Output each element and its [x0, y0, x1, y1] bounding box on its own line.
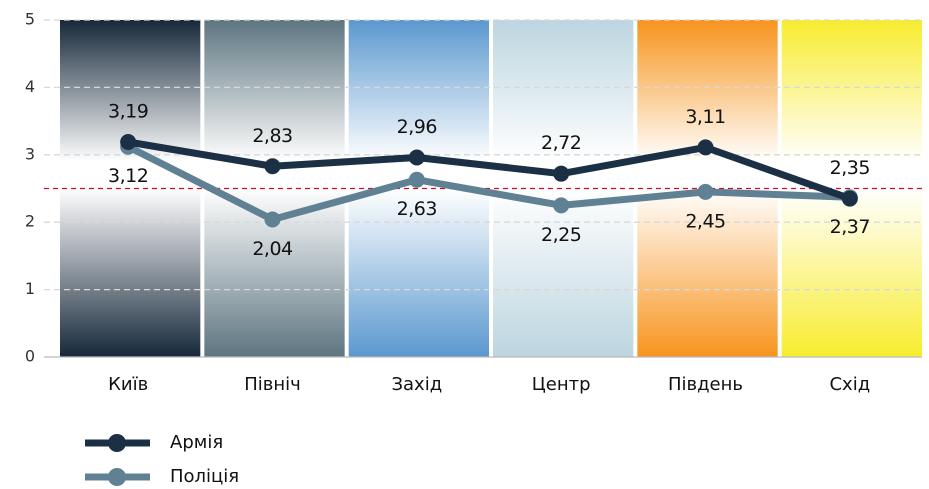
y-tick-label: 5	[25, 10, 35, 29]
data-label: 2,83	[252, 125, 292, 147]
x-tick-label: Київ	[108, 374, 148, 395]
data-label: 2,45	[685, 210, 725, 232]
data-point	[697, 139, 714, 156]
y-tick-label: 2	[25, 212, 35, 231]
y-tick-label: 3	[25, 144, 35, 163]
y-tick-label: 0	[25, 347, 35, 366]
data-label: 2,37	[830, 216, 870, 238]
data-point	[553, 197, 570, 214]
x-tick-label: Центр	[532, 374, 591, 395]
data-label: 3,11	[685, 106, 725, 128]
data-label: 2,25	[541, 224, 581, 246]
data-label: 2,63	[397, 198, 437, 220]
data-label: 2,35	[830, 157, 870, 179]
x-tick-label: Північ	[244, 374, 301, 395]
data-point	[553, 165, 570, 182]
series-line	[126, 143, 850, 224]
legend-marker	[108, 434, 126, 452]
data-point	[408, 149, 425, 166]
data-label: 3,19	[108, 100, 148, 122]
legend-marker	[108, 468, 126, 486]
y-tick-label: 1	[25, 279, 35, 298]
data-point	[697, 183, 714, 200]
legend-label: Армія	[170, 432, 223, 453]
data-point	[408, 171, 425, 188]
x-tick-label: Захід	[391, 374, 442, 395]
x-tick-label: Південь	[668, 374, 743, 395]
series-line	[127, 138, 852, 202]
category-band	[781, 20, 922, 357]
data-label: 3,12	[108, 165, 148, 187]
x-tick-label: Схід	[829, 374, 870, 395]
data-point	[120, 133, 137, 150]
data-point	[841, 190, 858, 207]
data-label: 2,72	[541, 132, 581, 154]
data-point	[264, 211, 281, 228]
data-label: 2,04	[252, 238, 293, 260]
y-tick-label: 4	[25, 77, 35, 96]
data-point	[264, 158, 281, 175]
legend-label: Поліція	[170, 466, 239, 487]
data-label: 2,96	[397, 116, 437, 138]
